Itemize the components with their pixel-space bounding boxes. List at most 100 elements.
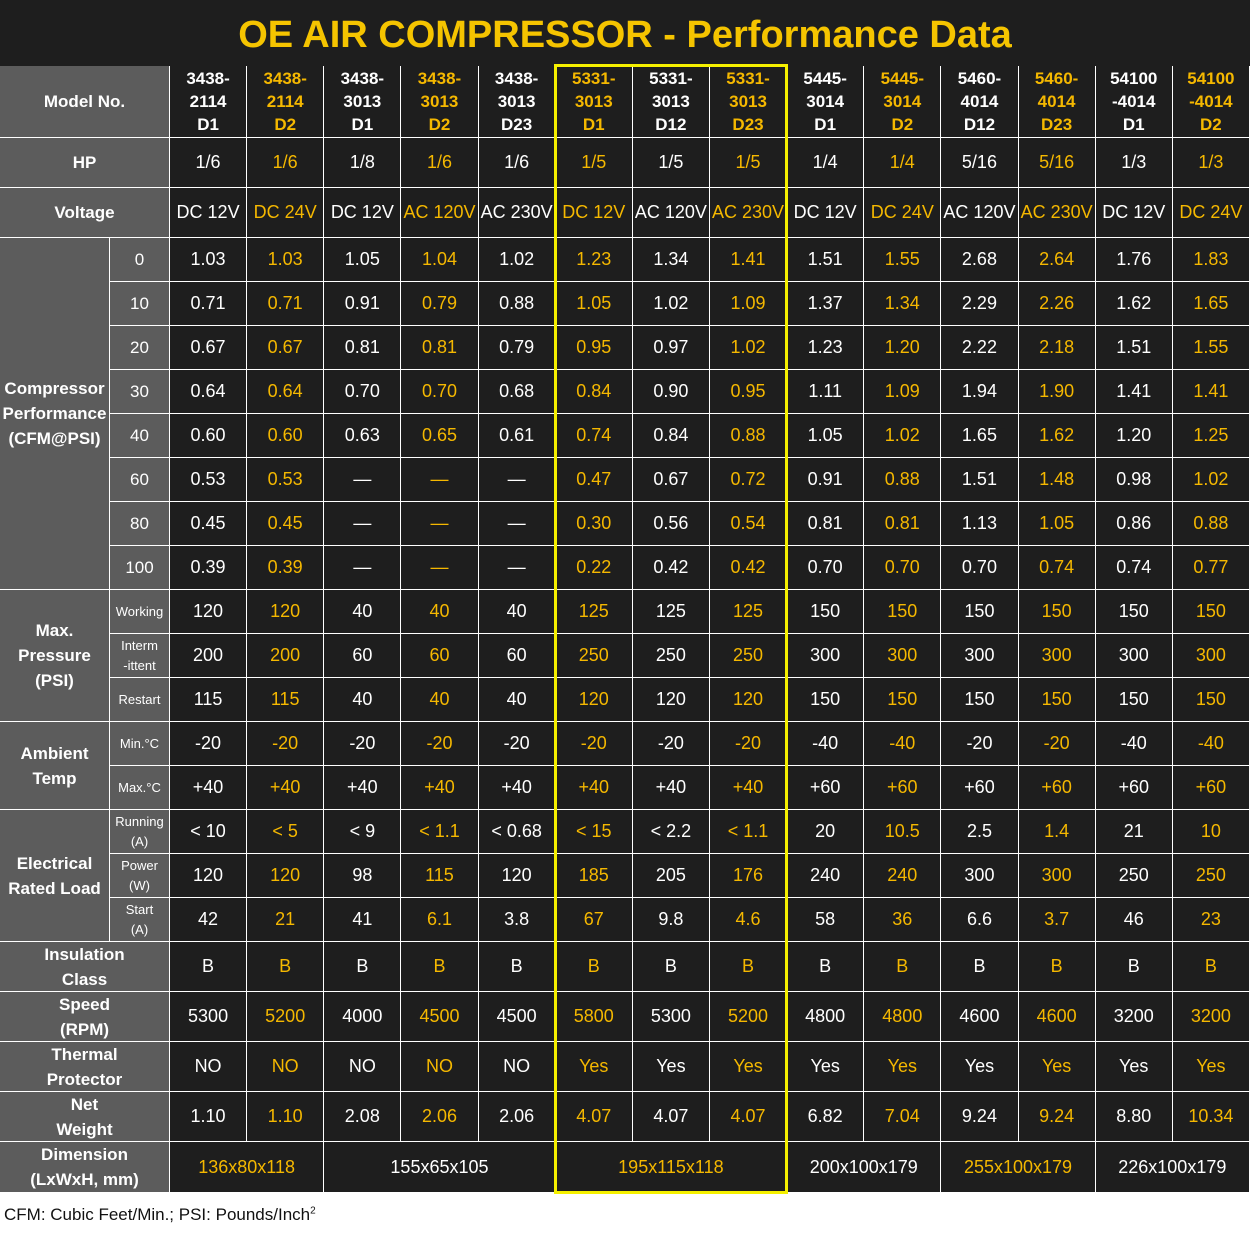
performance-cell: 0.67 [170,326,248,370]
weight-cell-text: 4.07 [576,1106,612,1126]
weight-cell: 2.06 [401,1092,479,1142]
performance-cell-text: 0.88 [730,425,766,445]
performance-sheet: OE AIR COMPRESSOR - Performance Data Mod… [0,0,1250,1194]
model-number-text: 5331- 3013 D12 [649,67,692,136]
performance-header-line: Performance [2,404,107,423]
performance-cell: 0.81 [401,326,479,370]
performance-cell: 0.79 [478,326,556,370]
pressure-cell: 250 [555,634,633,678]
insulation-cell: B [1018,942,1096,992]
dimension-cell-text: 255x100x179 [963,1156,1073,1177]
performance-cell-text: — [430,557,449,577]
voltage-cell: DC 24V [247,188,325,238]
performance-cell: 0.84 [632,414,710,458]
performance-cell-text: 0.56 [653,513,689,533]
electrical-sub-label-line: (A) [130,833,149,849]
insulation-cell: B [324,942,402,992]
weight-cell: 6.82 [787,1092,865,1142]
electrical-cell: 67 [555,898,633,942]
electrical-cell-text: < 2.2 [650,821,692,841]
model-number-text: 3438- 2114 D2 [263,67,306,136]
performance-cell-text: 1.41 [1116,381,1152,401]
hp-cell: 5/16 [941,138,1019,188]
insulation-cell-text: B [510,956,523,976]
thermal-header-line: Thermal [51,1044,118,1064]
pressure-cell-text: 125 [733,601,764,621]
performance-cell: 0.53 [247,458,325,502]
pressure-cell: 150 [1018,590,1096,634]
electrical-cell-text: 240 [810,865,841,885]
pressure-cell-text: 200 [193,645,224,665]
dimension-header-text: Dimension (LxWxH, mm) [30,1142,139,1192]
speed-cell-text: 5200 [728,1006,769,1026]
electrical-sub-label: Running (A) [110,810,170,854]
electrical-sub-label-text: Running (A) [115,812,163,852]
electrical-sub-label-text: Start (A) [126,900,153,940]
ambient-cell-text: +60 [1118,777,1149,797]
speed-header: Speed (RPM) [0,992,170,1042]
performance-cell-text: 1.83 [1193,249,1229,269]
model-number-text: 3438- 3013 D1 [341,67,384,136]
performance-header-text: Compressor Performance (CFM@PSI) [3,376,107,451]
weight-cell: 4.07 [709,1092,788,1142]
electrical-cell-text: 58 [815,909,836,929]
performance-sub-label: 20 [110,326,170,370]
performance-cell: 1.48 [1018,458,1096,502]
electrical-cell: < 1.1 [709,810,788,854]
model-number: 5445- 3014 D1 [787,66,865,138]
performance-header: Compressor Performance (CFM@PSI) [0,238,110,590]
electrical-sub-label: Start (A) [110,898,170,942]
model-number-line: 3438- [340,69,385,88]
pressure-cell-text: 115 [270,689,300,709]
electrical-cell-text: 300 [1041,865,1072,885]
electrical-cell: 3.7 [1018,898,1096,942]
ambient-header-line: Temp [32,768,77,788]
performance-cell-text: 0.53 [267,469,303,489]
voltage-cell-text: AC 230V [480,202,553,222]
thermal-cell: NO [478,1042,556,1092]
electrical-cell-text: 120 [501,865,532,885]
performance-cell: 1.09 [864,370,942,414]
model-number-line: 3014 [883,92,922,111]
model-header: Model No. [0,66,170,138]
performance-cell-text: 1.02 [730,337,766,357]
model-number: 5331- 3013 D12 [632,66,710,138]
model-number: 5331- 3013 D1 [555,66,633,138]
pressure-cell: 120 [170,590,248,634]
voltage-cell: AC 120V [941,188,1019,238]
electrical-cell: 250 [1172,854,1250,898]
model-number-line: D23 [501,115,533,134]
pressure-sub-label-line: -ittent [123,657,156,673]
ambient-cell: -20 [1018,722,1096,766]
hp-cell-text: 1/5 [658,152,684,172]
pressure-cell: 40 [478,590,556,634]
performance-cell-text: 0.70 [344,381,380,401]
pressure-cell-text: 150 [1041,689,1072,709]
ambient-cell: -40 [787,722,865,766]
model-number-line: D12 [963,115,996,134]
performance-cell-text: 0.70 [961,557,997,577]
performance-cell-text: 0.53 [190,469,226,489]
electrical-cell-text: 21 [275,909,296,929]
thermal-cell-text: Yes [1041,1056,1072,1076]
speed-cell-text: 3200 [1113,1006,1154,1026]
electrical-sub-label: Power (W) [110,854,170,898]
performance-cell-text: 0.67 [653,469,689,489]
pressure-cell-text: 250 [578,645,609,665]
performance-cell-text: 0.70 [421,381,457,401]
speed-cell: 4800 [864,992,942,1042]
model-number-line: 3438- [186,69,230,88]
model-number-line: 5460- [957,69,1002,88]
performance-sub-label-text: 30 [130,381,149,401]
performance-cell-text: 1.05 [807,425,843,445]
hp-cell: 1/5 [555,138,633,188]
model-number-line: D1 [582,115,605,134]
ambient-cell: +40 [324,766,402,810]
electrical-sub-label-text: Power (W) [121,856,158,896]
performance-cell-text: 0.30 [576,513,612,533]
pressure-cell-text: 300 [1041,645,1072,665]
thermal-cell: Yes [864,1042,942,1092]
performance-cell-text: 1.23 [807,337,843,357]
performance-cell-text: — [507,513,526,533]
pressure-sub-label-line: Restart [118,691,161,707]
